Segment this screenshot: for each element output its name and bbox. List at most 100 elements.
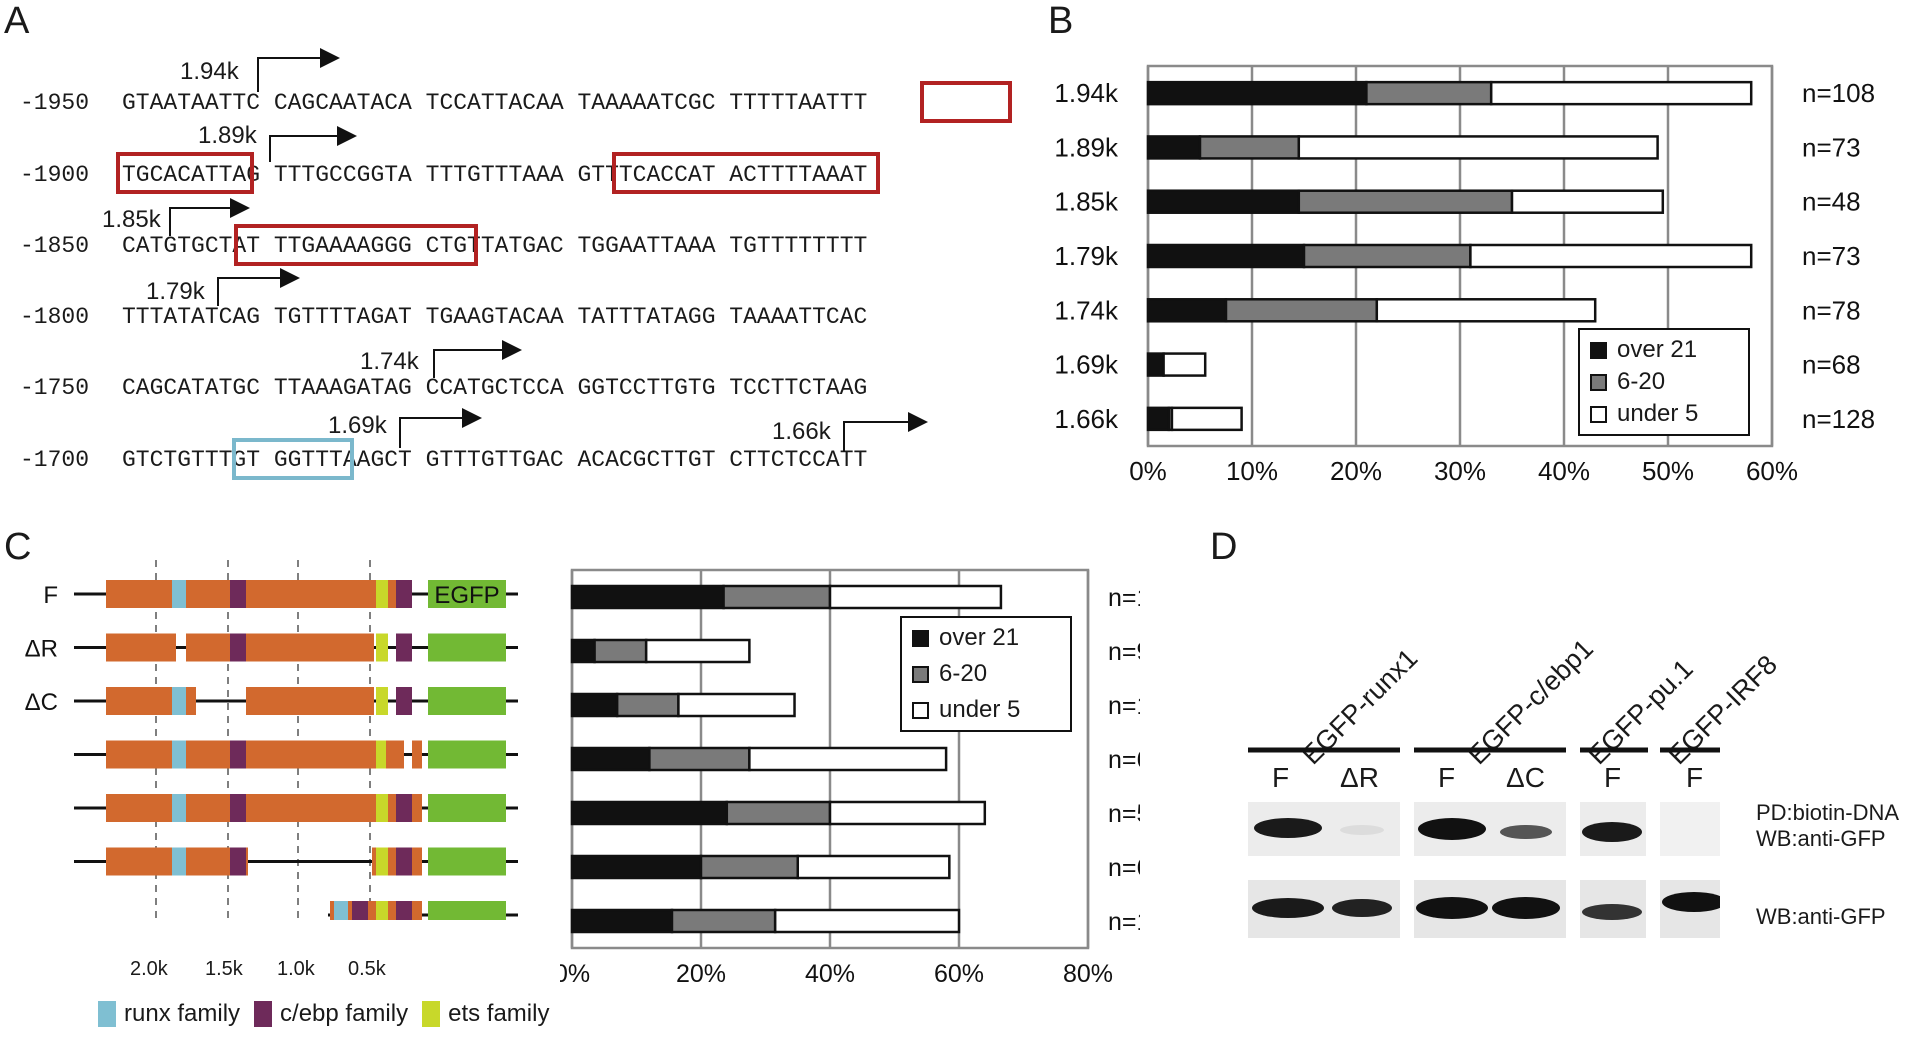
- binding-box: [234, 224, 478, 266]
- ets-site: [376, 847, 388, 876]
- lane-label: ΔC: [1506, 762, 1545, 793]
- seq-line: TTTATATCAG TGTTTTAGAT TGAAGTACAA TATTTAT…: [122, 304, 868, 330]
- n-label: n=73: [1802, 132, 1861, 162]
- seq-position: -1750: [20, 375, 90, 401]
- n-label: n=68: [1108, 746, 1140, 774]
- family-label: c/ebp family: [280, 1000, 409, 1027]
- n-label: n=128: [1802, 404, 1875, 434]
- bar-segment: [828, 800, 987, 826]
- cebp-site: [396, 633, 412, 662]
- runx-site: [172, 687, 186, 715]
- tss-arrow: [399, 408, 482, 448]
- egfp-label: EGFP: [434, 582, 499, 609]
- legend-swatch-under: [1590, 405, 1607, 423]
- kb-tick: 2.0k: [130, 958, 168, 980]
- bar-segment: [1302, 243, 1472, 269]
- legend-under: under 5: [1617, 400, 1699, 427]
- seq-line: GTAATAATTC CAGCAATACA TCCATTACAA TAAAAAT…: [122, 90, 868, 116]
- category-label: 1.69k: [1054, 350, 1119, 380]
- runx-site: [334, 901, 348, 920]
- x-tick-label: 0%: [560, 960, 590, 988]
- band: [1492, 897, 1560, 919]
- tss-arrow: [169, 198, 250, 236]
- runx-site: [172, 847, 186, 876]
- bar-segment: [648, 746, 751, 772]
- x-tick-label: 50%: [1642, 456, 1694, 486]
- cebp-site: [396, 847, 412, 876]
- cebp-site: [352, 901, 368, 920]
- bar-segment: [1146, 135, 1202, 160]
- family-label: ets family: [448, 1000, 550, 1027]
- lane-label: F: [1604, 762, 1622, 793]
- x-tick-label: 60%: [1746, 456, 1798, 486]
- cebp-site: [396, 687, 412, 715]
- category-label: 1.85k: [1054, 187, 1119, 217]
- promoter-segment: [412, 740, 422, 769]
- lane-label: F: [1438, 762, 1456, 793]
- bar-segment: [725, 800, 832, 826]
- bar-segment: [1510, 189, 1665, 214]
- tss-arrow: [269, 126, 357, 162]
- runx-swatch: [98, 1001, 116, 1027]
- bar-segment: [593, 638, 648, 664]
- x-tick-label: 20%: [1330, 456, 1382, 486]
- ets-site: [376, 633, 388, 662]
- tss-label: 1.74k: [360, 348, 419, 375]
- x-tick-label: 80%: [1063, 960, 1113, 988]
- tss-label: 1.69k: [328, 412, 387, 439]
- wb-label-top-1: PD:biotin-DNA: [1756, 800, 1900, 825]
- ets-site: [376, 687, 388, 715]
- cebp-site: [396, 901, 412, 920]
- seq-line: TGCACATTAG TTTGCCGGTA TTTGTTTAAA GTTTCAC…: [122, 162, 868, 188]
- bar-segment: [1297, 135, 1659, 160]
- binding-box: [612, 152, 880, 194]
- binding-box: [232, 438, 354, 480]
- egfp-box: [428, 580, 506, 608]
- family-label: runx family: [124, 1000, 241, 1027]
- category-label: 1.79k: [1054, 241, 1119, 271]
- kb-tick: 0.5k: [348, 958, 386, 980]
- bar-segment: [1365, 80, 1493, 106]
- n-label: n=65: [1108, 854, 1140, 882]
- n-label: n=108: [1802, 78, 1875, 108]
- bar-segment: [570, 584, 725, 610]
- cebp-site: [230, 633, 246, 662]
- ets-site: [376, 580, 388, 608]
- cebp-site: [230, 847, 246, 876]
- egfp-box: [428, 633, 506, 662]
- promoter-segment: [106, 740, 404, 769]
- bar-segment: [773, 908, 961, 934]
- n-label: n=93: [1108, 638, 1140, 666]
- tss-arrow: [257, 48, 340, 92]
- bar-segment: [570, 746, 651, 772]
- x-tick-label: 0%: [1129, 456, 1167, 486]
- bar-segment: [1146, 189, 1301, 214]
- x-tick-label: 30%: [1434, 456, 1486, 486]
- panel-b-legend: over 21 6-20 under 5: [1578, 328, 1750, 436]
- legend-mid: 6-20: [1617, 368, 1666, 395]
- legend-mid: 6-20: [939, 660, 988, 687]
- legend-swatch-mid: [912, 665, 929, 683]
- egfp-box: [428, 847, 506, 876]
- promoter-segment: [186, 633, 374, 662]
- egfp-box: [428, 687, 506, 715]
- construct-label: ΔC: [25, 689, 58, 716]
- cebp-site: [396, 580, 412, 608]
- tss-arrow: [217, 268, 300, 306]
- ets-site: [376, 794, 388, 822]
- wb-label-bottom: WB:anti-GFP: [1756, 904, 1886, 929]
- panel-b-chart: 0% 10% 20% 30% 40% 50% 60% 1.94k n=108 1.89k n=73 1…: [1054, 64, 1875, 486]
- band: [1340, 825, 1384, 835]
- seq-position: -1950: [20, 90, 90, 116]
- band: [1662, 892, 1720, 912]
- tss-arrow: [843, 412, 928, 452]
- bar-segment: [748, 746, 948, 772]
- wb-label-top-2: WB:anti-GFP: [1756, 826, 1886, 851]
- panel-c-chart: 0%20%40%60%80%Fn=113ΔRn=93ΔCn=145n=68n=5…: [560, 568, 1140, 988]
- seq-line: CAGCATATGC TTAAAGATAG CCATGCTCCA GGTCCTT…: [122, 375, 868, 401]
- panel-letter-d: D: [1210, 526, 1238, 568]
- bar-segment: [670, 908, 777, 934]
- legend-swatch-under: [912, 701, 929, 719]
- panel-letter-b: B: [1048, 0, 1074, 42]
- bar-segment: [796, 854, 951, 880]
